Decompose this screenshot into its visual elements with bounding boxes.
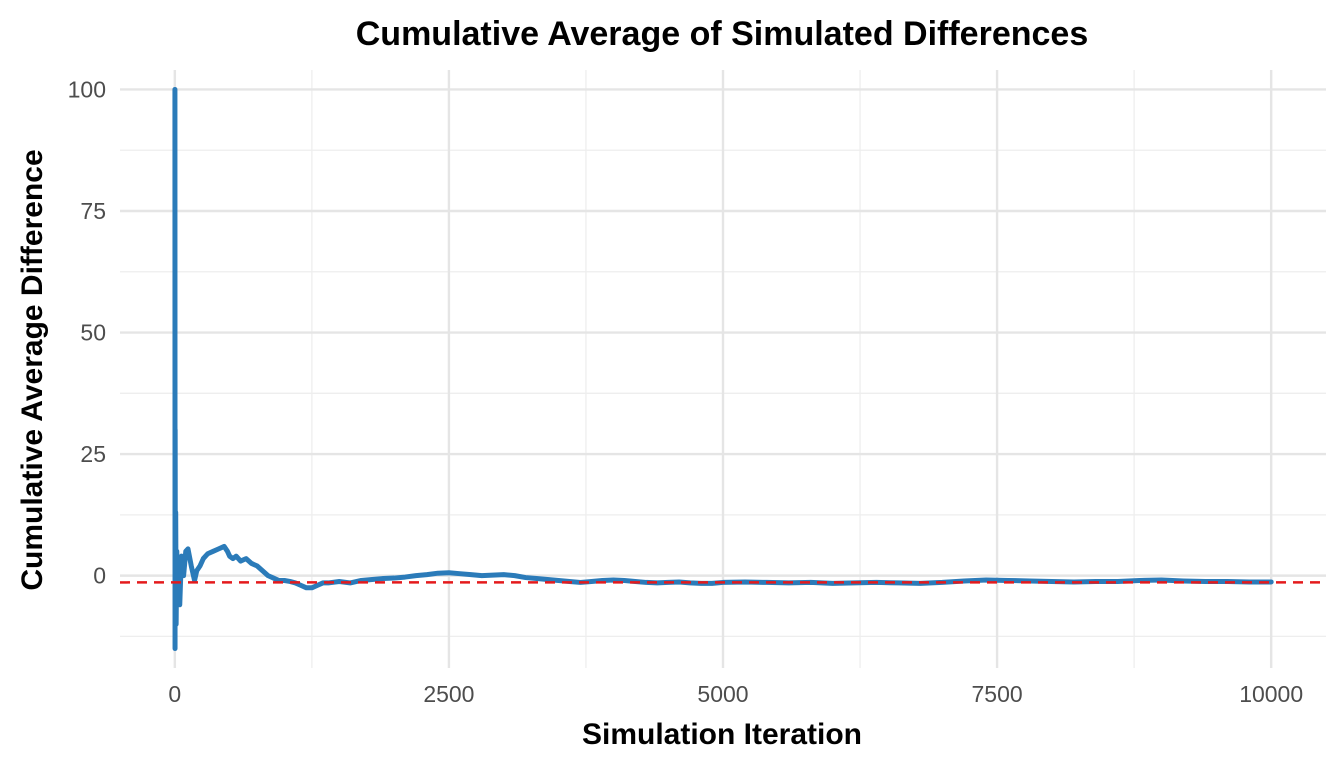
x-tick-label: 0	[168, 681, 181, 707]
x-axis-title: Simulation Iteration	[582, 718, 862, 751]
y-axis-ticks: 0 25 50 75 100	[68, 76, 106, 588]
x-tick-label: 2500	[423, 681, 474, 707]
x-tick-label: 5000	[697, 681, 748, 707]
x-tick-label: 10000	[1239, 681, 1303, 707]
y-tick-label: 0	[93, 563, 106, 589]
y-tick-label: 75	[80, 198, 106, 224]
y-tick-label: 50	[80, 320, 106, 346]
grid	[120, 70, 1326, 668]
y-axis-title: Cumulative Average Difference	[16, 149, 49, 590]
x-axis-ticks: 0 2500 5000 7500 10000	[168, 681, 1303, 707]
x-tick-label: 7500	[972, 681, 1023, 707]
y-tick-label: 25	[80, 441, 106, 467]
y-tick-label: 100	[68, 76, 106, 102]
chart-title: Cumulative Average of Simulated Differen…	[356, 15, 1088, 53]
